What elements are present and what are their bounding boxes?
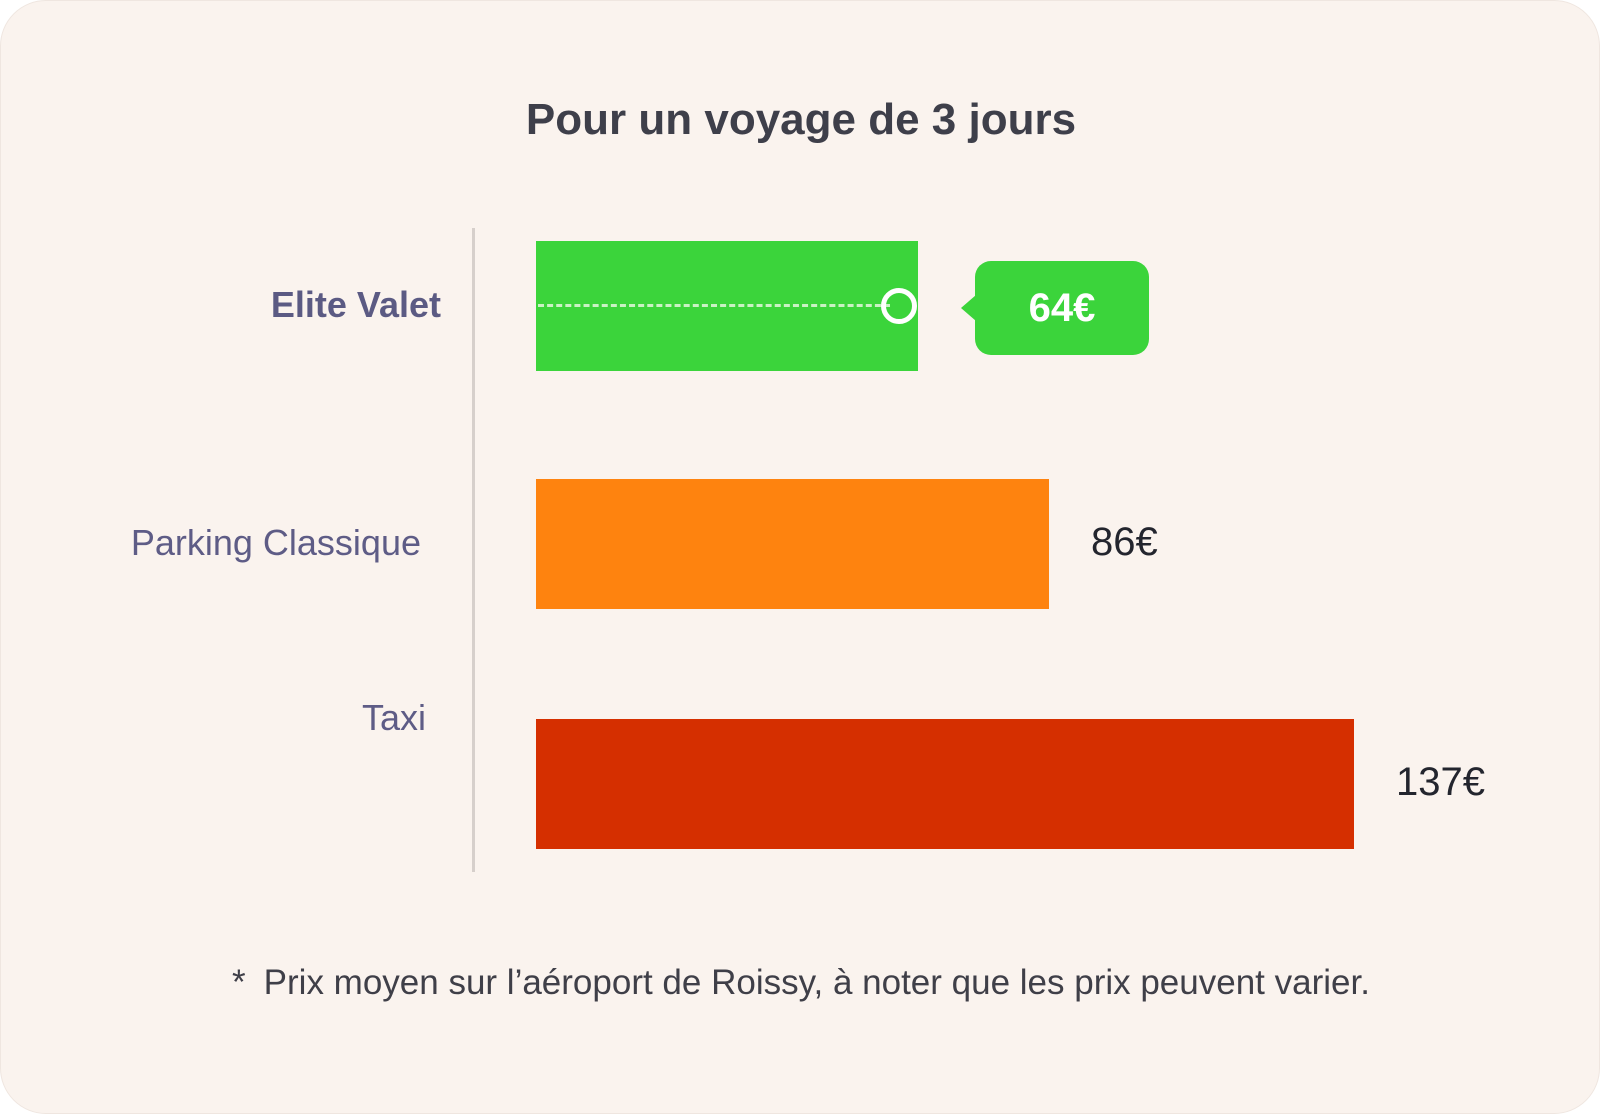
footnote-text: Prix moyen sur l’aéroport de Roissy, à n…	[263, 963, 1370, 1002]
bar-dashed-line	[538, 304, 890, 307]
value-label: 137€	[1396, 760, 1485, 804]
footnote: * Prix moyen sur l’aéroport de Roissy, à …	[1, 963, 1600, 1003]
category-axis-line	[472, 228, 475, 872]
bar	[536, 479, 1049, 609]
value-label: 86€	[1091, 520, 1158, 564]
chart-title: Pour un voyage de 3 jours	[525, 95, 1077, 144]
value-marker-icon	[881, 288, 917, 324]
bar	[536, 719, 1354, 849]
category-label: Parking Classique	[130, 522, 421, 563]
category-label: Elite Valet	[270, 284, 441, 325]
footnote-marker: *	[232, 963, 246, 1002]
category-label: Taxi	[361, 697, 426, 738]
value-label: 64€	[975, 261, 1149, 355]
callout-pointer-icon	[961, 295, 976, 321]
